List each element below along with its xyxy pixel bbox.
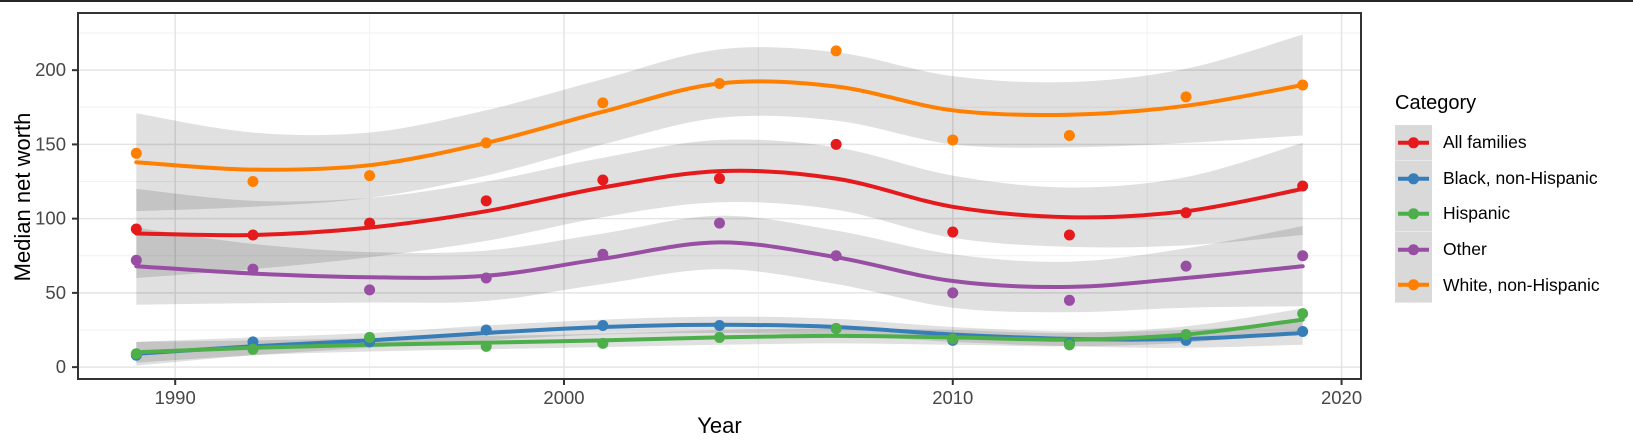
point-all-families <box>947 226 959 238</box>
legend-key-black-non-hispanic <box>1395 160 1432 197</box>
point-white-non-hispanic <box>364 170 376 182</box>
y-axis-title: Median net worth <box>10 113 35 282</box>
x-tick-label: 2000 <box>543 387 584 408</box>
x-tick-label: 1990 <box>155 387 196 408</box>
point-other <box>830 250 842 262</box>
point-black-non-hispanic <box>1297 325 1309 337</box>
point-white-non-hispanic <box>947 134 959 146</box>
legend-key-all-families <box>1395 125 1432 161</box>
y-tick-label: 150 <box>35 133 66 154</box>
point-white-non-hispanic <box>1297 79 1309 91</box>
point-all-families <box>364 217 376 229</box>
legend-label: All families <box>1443 132 1527 153</box>
point-hispanic <box>130 348 142 360</box>
point-hispanic <box>714 331 725 343</box>
point-white-non-hispanic <box>480 137 492 149</box>
legend-label: Other <box>1443 239 1487 260</box>
ribbon-other <box>136 215 1303 313</box>
legend-item-other: Other <box>1395 231 1625 268</box>
point-white-non-hispanic <box>1063 129 1075 141</box>
point-other <box>1063 294 1075 306</box>
top-divider <box>0 0 1633 2</box>
legend-items: All families Black, non-Hispanic Hispanic O… <box>1395 125 1625 303</box>
point-all-families <box>830 138 842 150</box>
point-other <box>947 287 959 299</box>
x-tick-label: 2010 <box>932 387 973 408</box>
point-hispanic <box>364 331 376 343</box>
point-hispanic <box>1297 308 1309 320</box>
point-hispanic <box>247 343 259 355</box>
point-hispanic <box>597 337 609 349</box>
point-white-non-hispanic <box>247 176 259 188</box>
ribbon-all-families <box>136 139 1303 278</box>
point-white-non-hispanic <box>1180 91 1192 103</box>
point-hispanic <box>1063 339 1075 351</box>
point-all-families <box>597 174 609 186</box>
point-white-non-hispanic <box>714 78 725 90</box>
point-black-non-hispanic <box>597 320 609 332</box>
y-tick-label: 200 <box>35 59 66 80</box>
point-hispanic <box>947 333 959 345</box>
legend-key-other <box>1395 231 1432 268</box>
point-other <box>1180 260 1192 272</box>
legend-key-white-non-hispanic <box>1395 267 1432 303</box>
legend-item-all-families: All families <box>1395 125 1625 161</box>
point-all-families <box>247 229 259 241</box>
point-black-non-hispanic <box>480 324 492 336</box>
point-all-families <box>1297 180 1309 192</box>
legend-item-white-non-hispanic: White, non-Hispanic <box>1395 267 1625 303</box>
point-all-families <box>1063 229 1075 241</box>
point-all-families <box>130 223 142 235</box>
y-tick-label: 0 <box>56 356 66 377</box>
point-black-non-hispanic <box>714 320 725 332</box>
point-hispanic <box>1180 328 1192 340</box>
point-other <box>714 217 725 229</box>
panel-border <box>77 12 1362 380</box>
y-tick-label: 50 <box>45 282 66 303</box>
ribbon-white-non-hispanic <box>136 34 1303 212</box>
point-white-non-hispanic <box>597 97 609 109</box>
point-hispanic <box>830 323 842 335</box>
legend-key-hispanic <box>1395 196 1432 232</box>
point-hispanic <box>480 340 492 352</box>
point-white-non-hispanic <box>130 147 142 159</box>
legend: Category All families Black, non-Hispanic… <box>1395 91 1625 303</box>
point-other <box>364 284 376 296</box>
legend-label: White, non-Hispanic <box>1443 274 1600 295</box>
y-tick-label: 100 <box>35 208 66 229</box>
legend-label: Black, non-Hispanic <box>1443 167 1598 188</box>
legend-item-black-non-hispanic: Black, non-Hispanic <box>1395 160 1625 197</box>
legend-label: Hispanic <box>1443 203 1511 224</box>
point-other <box>1297 250 1309 262</box>
point-other <box>597 248 609 260</box>
trend-line-all-families <box>134 168 1305 238</box>
point-white-non-hispanic <box>830 45 842 57</box>
legend-item-hispanic: Hispanic <box>1395 196 1625 232</box>
point-all-families <box>1180 207 1192 219</box>
legend-title: Category <box>1395 92 1477 114</box>
point-all-families <box>480 195 492 207</box>
trend-line-other <box>134 240 1305 289</box>
point-other <box>130 254 142 266</box>
point-other <box>247 263 259 275</box>
point-all-families <box>714 173 725 185</box>
x-tick-label: 2020 <box>1321 387 1362 408</box>
x-axis-title: Year <box>697 413 741 438</box>
point-other <box>480 272 492 284</box>
